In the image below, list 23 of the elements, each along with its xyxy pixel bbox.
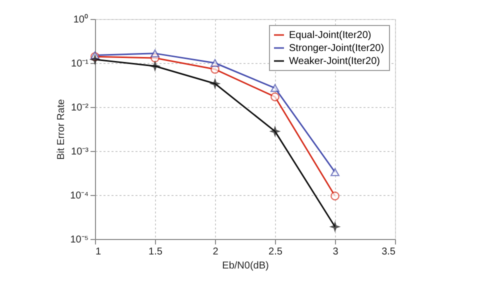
point bbox=[270, 92, 280, 102]
y-tick-label: 10⁻¹ bbox=[71, 58, 90, 70]
y-tick-label: 10⁰ bbox=[73, 14, 88, 26]
point bbox=[330, 168, 340, 176]
point bbox=[270, 84, 280, 92]
legend-label: Weaker-Joint(Iter20) bbox=[289, 56, 380, 67]
y-tick-label: 10⁻² bbox=[71, 102, 90, 114]
x-tick-label: 1 bbox=[96, 246, 102, 258]
y-axis-title: Bit Error Rate bbox=[56, 98, 68, 160]
x-tick-label: 3.5 bbox=[382, 246, 396, 258]
x-tick-label: 3 bbox=[332, 246, 339, 258]
y-tick-label: 10⁻⁵ bbox=[70, 234, 88, 246]
point bbox=[150, 49, 160, 58]
point bbox=[210, 59, 220, 67]
x-tick-label: 1.5 bbox=[148, 246, 163, 258]
point bbox=[330, 192, 340, 200]
x-axis-title: Eb/N0(dB) bbox=[222, 260, 269, 272]
y-tick-label: 10⁻³ bbox=[71, 146, 90, 158]
x-tick-label: 2.5 bbox=[268, 246, 283, 258]
legend-label: Equal-Joint(Iter20) bbox=[289, 30, 372, 41]
x-tick-label: 2 bbox=[212, 246, 219, 258]
legend-label: Stronger-Joint(Iter20) bbox=[289, 43, 384, 54]
y-tick-label: 10⁻⁴ bbox=[70, 190, 88, 202]
